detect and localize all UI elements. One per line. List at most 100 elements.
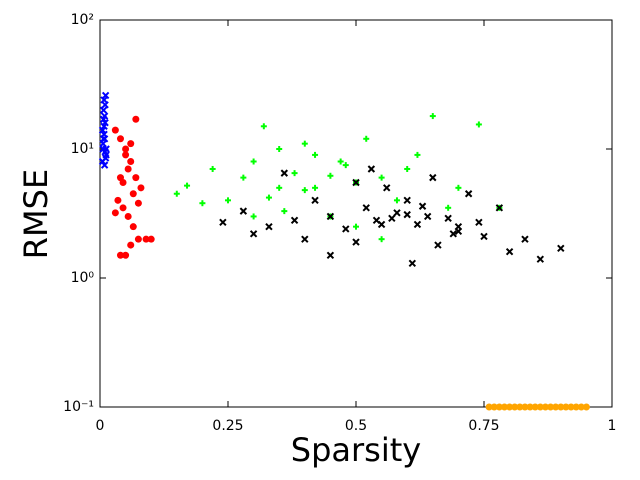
point — [536, 403, 544, 411]
point — [582, 403, 590, 411]
point — [367, 165, 376, 173]
point-stroke — [429, 173, 437, 182]
point-stroke — [99, 115, 108, 123]
point — [116, 135, 124, 143]
point — [116, 251, 124, 259]
point — [495, 204, 504, 212]
point — [101, 154, 110, 162]
point-stroke — [418, 202, 427, 210]
point-stroke — [423, 212, 432, 221]
point-stroke — [311, 196, 319, 205]
point — [129, 223, 137, 231]
point — [327, 172, 334, 179]
point — [265, 194, 272, 201]
point — [199, 200, 206, 207]
point-stroke — [101, 91, 110, 100]
point-stroke — [408, 259, 417, 268]
point — [495, 403, 503, 411]
point — [111, 209, 119, 217]
point-stroke — [101, 118, 109, 127]
point — [276, 146, 283, 152]
point-stroke — [100, 161, 109, 169]
point — [301, 187, 308, 194]
point — [122, 251, 130, 259]
point-stroke — [219, 218, 227, 227]
point — [147, 235, 155, 243]
point — [363, 135, 370, 142]
point-stroke — [101, 154, 110, 162]
x-tick-label: 0 — [96, 418, 105, 434]
point — [142, 235, 150, 243]
point — [290, 216, 299, 225]
point — [403, 196, 411, 205]
point — [101, 148, 109, 156]
point-stroke — [352, 238, 360, 246]
y-axis-label: RMSE — [17, 169, 55, 259]
point-stroke — [290, 216, 299, 225]
plot-frame — [99, 19, 613, 408]
point — [511, 403, 519, 411]
point — [505, 247, 514, 256]
point — [444, 214, 452, 223]
point — [362, 204, 370, 212]
point — [552, 403, 560, 411]
point — [301, 235, 309, 243]
y-tick-label: 10¹ — [71, 141, 94, 157]
x-tick-label: 0.75 — [468, 418, 499, 434]
point — [100, 161, 109, 169]
point — [184, 182, 191, 189]
point-stroke — [326, 251, 335, 259]
point — [429, 113, 436, 120]
point-stroke — [403, 210, 411, 219]
point — [352, 178, 360, 187]
point — [326, 212, 335, 221]
point — [531, 403, 539, 411]
point — [250, 158, 257, 165]
x-tick-label: 0.5 — [345, 418, 367, 434]
point — [352, 238, 360, 246]
point — [239, 207, 248, 215]
point — [281, 208, 288, 215]
point — [240, 174, 247, 181]
point — [265, 222, 273, 231]
point — [547, 403, 555, 411]
point — [404, 165, 411, 172]
point-stroke — [239, 207, 248, 215]
x-axis-label: Sparsity — [291, 431, 421, 469]
point — [521, 235, 529, 243]
point-stroke — [393, 209, 401, 217]
point — [127, 158, 135, 166]
point-stroke — [99, 106, 108, 114]
point-stroke — [536, 255, 545, 263]
point — [312, 151, 319, 158]
point — [312, 184, 319, 191]
point-stroke — [249, 230, 258, 238]
point — [134, 235, 142, 243]
point — [337, 158, 344, 165]
point — [485, 403, 493, 411]
point — [454, 222, 463, 231]
point — [414, 151, 421, 158]
point — [475, 218, 483, 227]
point — [449, 230, 457, 238]
point — [99, 115, 108, 123]
point-stroke — [100, 96, 108, 104]
point — [249, 230, 258, 238]
point — [378, 236, 385, 243]
point — [116, 174, 124, 182]
point-stroke — [377, 220, 386, 229]
point — [127, 241, 135, 249]
point — [124, 212, 132, 220]
point — [137, 184, 145, 192]
point — [393, 209, 401, 217]
point — [250, 213, 257, 220]
point — [418, 202, 427, 210]
point-stroke — [475, 218, 483, 227]
point-stroke — [280, 169, 289, 177]
y-tick-label: 10⁰ — [71, 270, 95, 286]
point-stroke — [326, 212, 335, 221]
point — [276, 184, 283, 191]
point — [225, 197, 231, 204]
point — [567, 403, 575, 411]
point — [536, 255, 545, 263]
